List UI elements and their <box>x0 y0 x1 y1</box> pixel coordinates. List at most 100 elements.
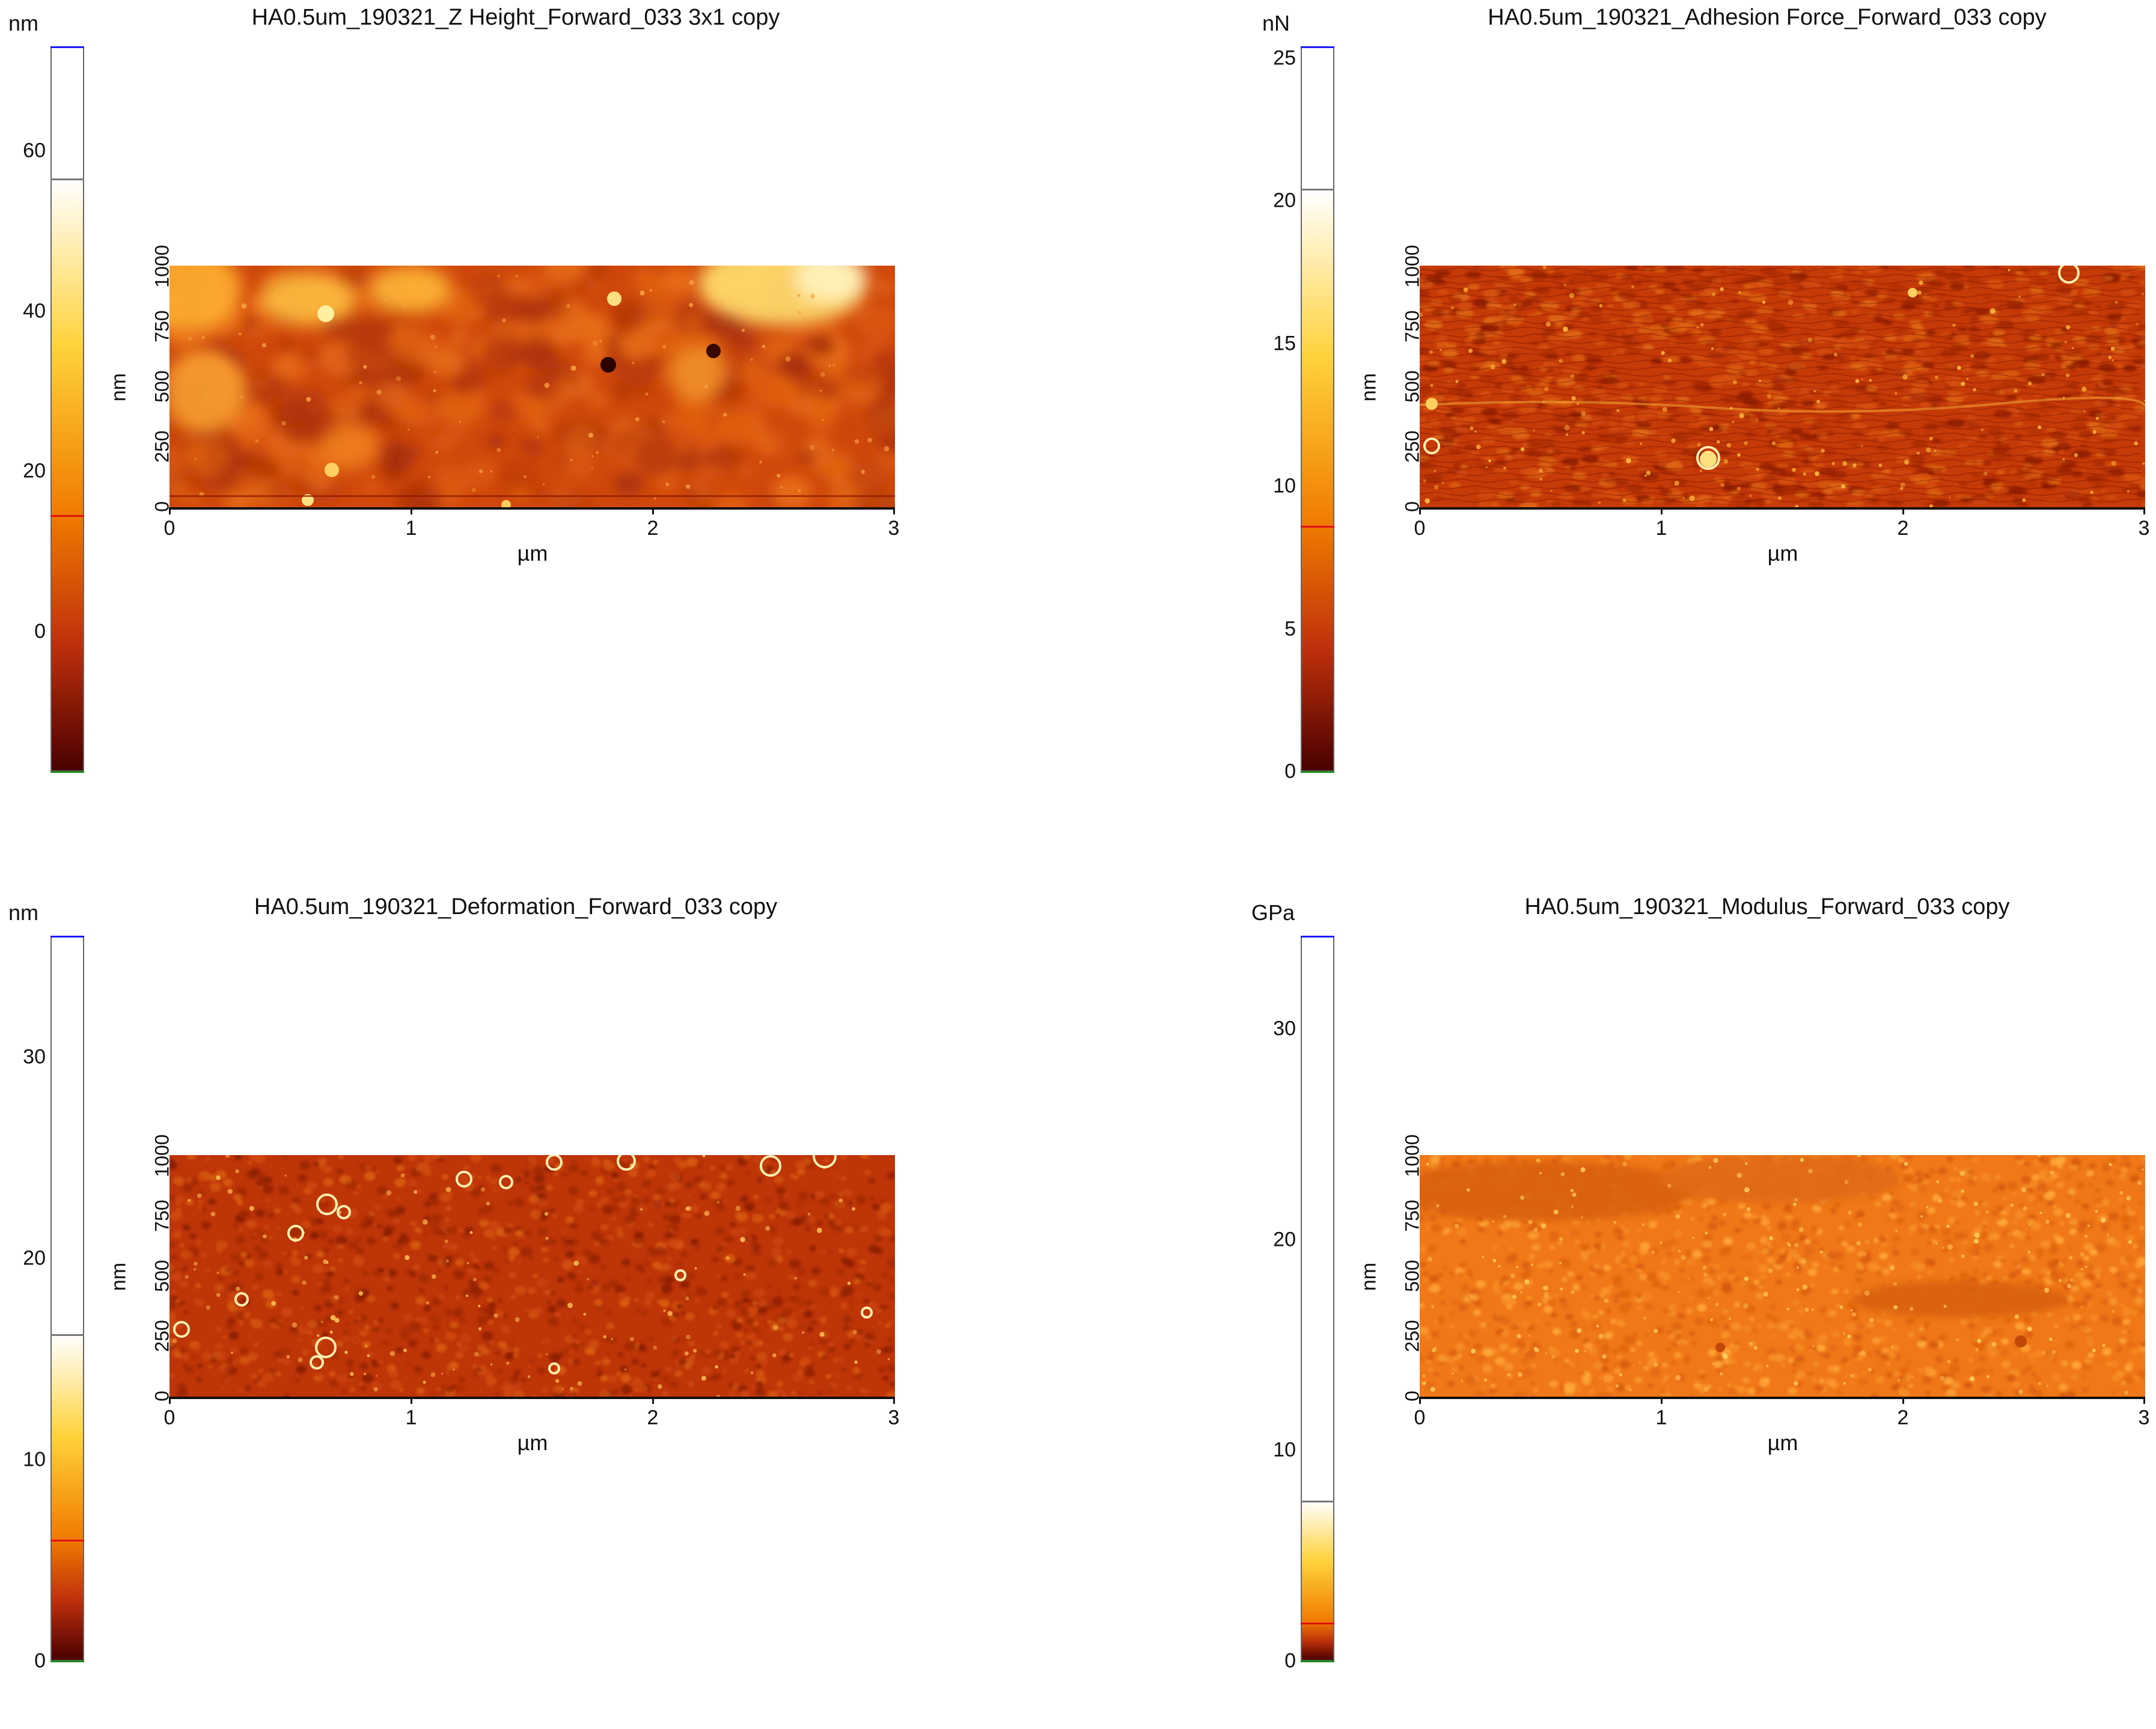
x-tick-mark <box>169 1397 171 1404</box>
colorbar[interactable] <box>1301 47 1334 772</box>
colorbar[interactable] <box>50 936 84 1661</box>
colorbar-blue-marker[interactable] <box>50 46 84 48</box>
panel-title: HA0.5um_190321_Deformation_Forward_033 c… <box>254 894 777 920</box>
afm-image <box>169 266 895 507</box>
colorbar-tick: 20 <box>1272 189 1296 213</box>
x-tick: 2 <box>1898 1406 1909 1430</box>
x-axis <box>1420 507 2145 510</box>
colorbar-white-marker[interactable] <box>1301 189 1334 191</box>
x-tick-mark <box>1661 507 1663 514</box>
colorbar-tick: 0 <box>1272 1650 1296 1673</box>
colorbar[interactable] <box>50 47 84 772</box>
x-tick: 1 <box>1656 1406 1667 1430</box>
colorbar-tick: 10 <box>1272 475 1296 498</box>
x-tick: 3 <box>2139 517 2150 540</box>
colorbar-blue-marker[interactable] <box>1301 46 1334 48</box>
x-tick: 1 <box>406 1406 417 1430</box>
y-tick: 750 <box>1402 1192 1424 1240</box>
colorbar-tick: 20 <box>1272 1228 1296 1251</box>
colorbar-tick: 15 <box>1272 332 1296 355</box>
y-tick: 1000 <box>1402 1132 1424 1180</box>
adhesion-panel: HA0.5um_190321_Adhesion Force_Forward_03… <box>1250 0 2156 840</box>
x-tick-mark <box>2143 1397 2145 1404</box>
colorbar-white-marker[interactable] <box>50 178 84 180</box>
x-tick-mark <box>1902 507 1904 514</box>
x-tick-mark <box>1419 507 1421 514</box>
colorbar-tick: 20 <box>22 1247 46 1270</box>
colorbar-red-marker[interactable] <box>50 515 84 517</box>
y-tick: 0 <box>1402 1372 1424 1420</box>
colorbar-green-marker[interactable] <box>1301 1660 1334 1662</box>
panel-title: HA0.5um_190321_Adhesion Force_Forward_03… <box>1488 5 2046 31</box>
panel-title: HA0.5um_190321_Modulus_Forward_033 copy <box>1525 894 2010 920</box>
colorbar-tick: 5 <box>1272 617 1296 641</box>
y-tick: 500 <box>151 362 174 410</box>
modulus-panel: HA0.5um_190321_Modulus_Forward_033 copy … <box>1250 889 2156 1729</box>
colorbar-red-marker[interactable] <box>1301 1623 1334 1624</box>
panel-title: HA0.5um_190321_Z Height_Forward_033 3x1 … <box>252 5 780 31</box>
y-tick: 1000 <box>1402 242 1424 290</box>
colorbar-unit: nm <box>8 900 38 925</box>
colorbar-green-marker[interactable] <box>50 1660 84 1662</box>
x-axis-label: µm <box>1768 1430 1798 1456</box>
y-tick: 250 <box>151 1312 174 1360</box>
x-tick-mark <box>2143 507 2145 514</box>
colorbar-tick: 0 <box>22 1650 46 1673</box>
y-tick: 0 <box>151 483 174 531</box>
colorbar-green-marker[interactable] <box>50 771 84 773</box>
y-axis-label: nm <box>108 370 131 406</box>
colorbar-tick: 20 <box>22 460 46 483</box>
x-tick-mark <box>652 507 654 514</box>
height-map[interactable] <box>169 266 895 507</box>
y-tick: 750 <box>1402 302 1424 350</box>
colorbar-tick: 60 <box>22 139 46 163</box>
x-tick: 2 <box>647 1406 659 1430</box>
colorbar-white-marker[interactable] <box>1301 1501 1334 1502</box>
colorbar-red-marker[interactable] <box>1301 526 1334 528</box>
x-tick-mark <box>411 507 412 514</box>
colorbar-red-marker[interactable] <box>50 1540 84 1541</box>
afm-image <box>1420 1155 2145 1397</box>
colorbar-tick: 0 <box>1272 760 1296 784</box>
x-tick: 1 <box>1656 517 1667 540</box>
colorbar-blue-marker[interactable] <box>50 936 84 938</box>
y-tick: 1000 <box>151 242 174 290</box>
y-tick: 0 <box>1402 483 1424 531</box>
deformation-map[interactable] <box>169 1155 895 1397</box>
adhesion-map[interactable] <box>1420 266 2145 507</box>
afm-image <box>1420 266 2145 507</box>
colorbar-unit: nN <box>1262 11 1290 36</box>
colorbar-tick: 10 <box>1272 1439 1296 1462</box>
colorbar-tick: 10 <box>22 1448 46 1472</box>
x-axis-label: µm <box>518 1430 548 1456</box>
colorbar-unit: nm <box>8 11 38 36</box>
x-axis <box>169 1397 895 1399</box>
x-axis-label: µm <box>1768 541 1798 566</box>
x-tick-mark <box>1419 1397 1421 1404</box>
colorbar-tick: 30 <box>22 1046 46 1069</box>
y-tick: 750 <box>151 1192 174 1240</box>
modulus-map[interactable] <box>1420 1155 2145 1397</box>
x-tick-mark <box>169 507 171 514</box>
colorbar-blue-marker[interactable] <box>1301 936 1334 938</box>
colorbar-tick: 0 <box>22 620 46 643</box>
afm-image <box>169 1155 895 1397</box>
colorbar-tick: 25 <box>1272 46 1296 70</box>
colorbar-green-marker[interactable] <box>1301 771 1334 773</box>
y-tick: 0 <box>151 1372 174 1420</box>
x-axis-label: µm <box>518 541 548 566</box>
x-tick-mark <box>652 1397 654 1404</box>
y-tick: 750 <box>151 302 174 350</box>
colorbar[interactable] <box>1301 936 1334 1661</box>
colorbar-white-marker[interactable] <box>50 1334 84 1336</box>
x-tick: 2 <box>1898 517 1909 540</box>
y-tick: 1000 <box>151 1132 174 1180</box>
y-axis-label: nm <box>108 1259 131 1295</box>
height-panel: HA0.5um_190321_Z Height_Forward_033 3x1 … <box>0 0 1078 840</box>
x-tick: 3 <box>888 1406 900 1430</box>
colorbar-tick: 40 <box>22 299 46 323</box>
x-tick-mark <box>893 1397 895 1404</box>
x-tick: 2 <box>647 517 659 540</box>
y-tick: 500 <box>1402 1252 1424 1300</box>
y-tick: 500 <box>151 1252 174 1300</box>
